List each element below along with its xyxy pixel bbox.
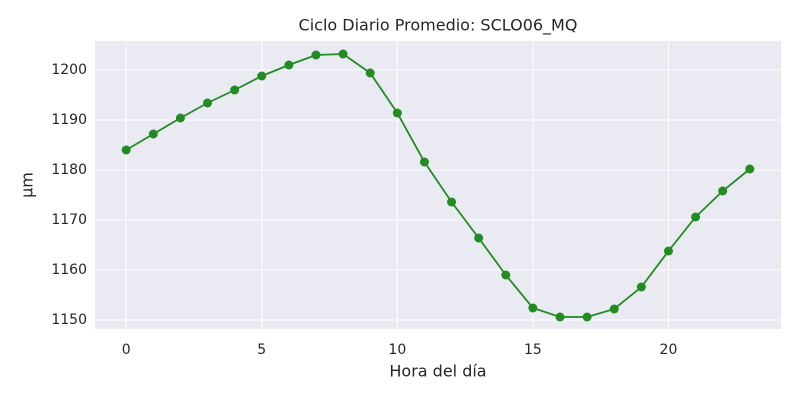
point	[745, 164, 755, 174]
y-tick-label: 1180	[51, 162, 87, 178]
y-tick-label: 1150	[51, 312, 87, 328]
point	[338, 49, 348, 59]
x-tick-label: 0	[122, 342, 131, 358]
y-tick-label: 1170	[51, 212, 87, 228]
x-tick-label: 20	[660, 342, 678, 358]
x-tick-label: 15	[524, 342, 542, 358]
plot-area	[95, 41, 781, 329]
point	[663, 246, 673, 256]
point	[311, 50, 321, 60]
y-axis-label: µm	[18, 172, 37, 198]
point	[528, 303, 538, 313]
x-axis-label: Hora del día	[389, 362, 486, 381]
x-tick-label: 10	[388, 342, 406, 358]
x-tick-label: 5	[257, 342, 266, 358]
point	[284, 60, 294, 70]
point	[447, 197, 457, 207]
point	[419, 157, 429, 167]
y-tick-label: 1160	[51, 262, 87, 278]
y-tick-label: 1200	[51, 62, 87, 78]
point	[582, 312, 592, 322]
point	[718, 186, 728, 196]
line	[125, 53, 751, 318]
point	[365, 68, 375, 78]
chart-title: Ciclo Diario Promedio: SCLO06_MQ	[299, 16, 578, 36]
point	[257, 71, 267, 81]
point	[609, 304, 619, 314]
point	[636, 282, 646, 292]
point	[203, 98, 213, 108]
grid	[95, 41, 781, 329]
point	[501, 270, 511, 280]
marks	[121, 49, 755, 322]
point	[148, 129, 158, 139]
point	[230, 85, 240, 95]
point	[691, 212, 701, 222]
point	[555, 312, 565, 322]
point	[474, 233, 484, 243]
point	[392, 108, 402, 118]
point	[121, 145, 131, 155]
point	[175, 113, 185, 123]
y-tick-label: 1190	[51, 112, 87, 128]
